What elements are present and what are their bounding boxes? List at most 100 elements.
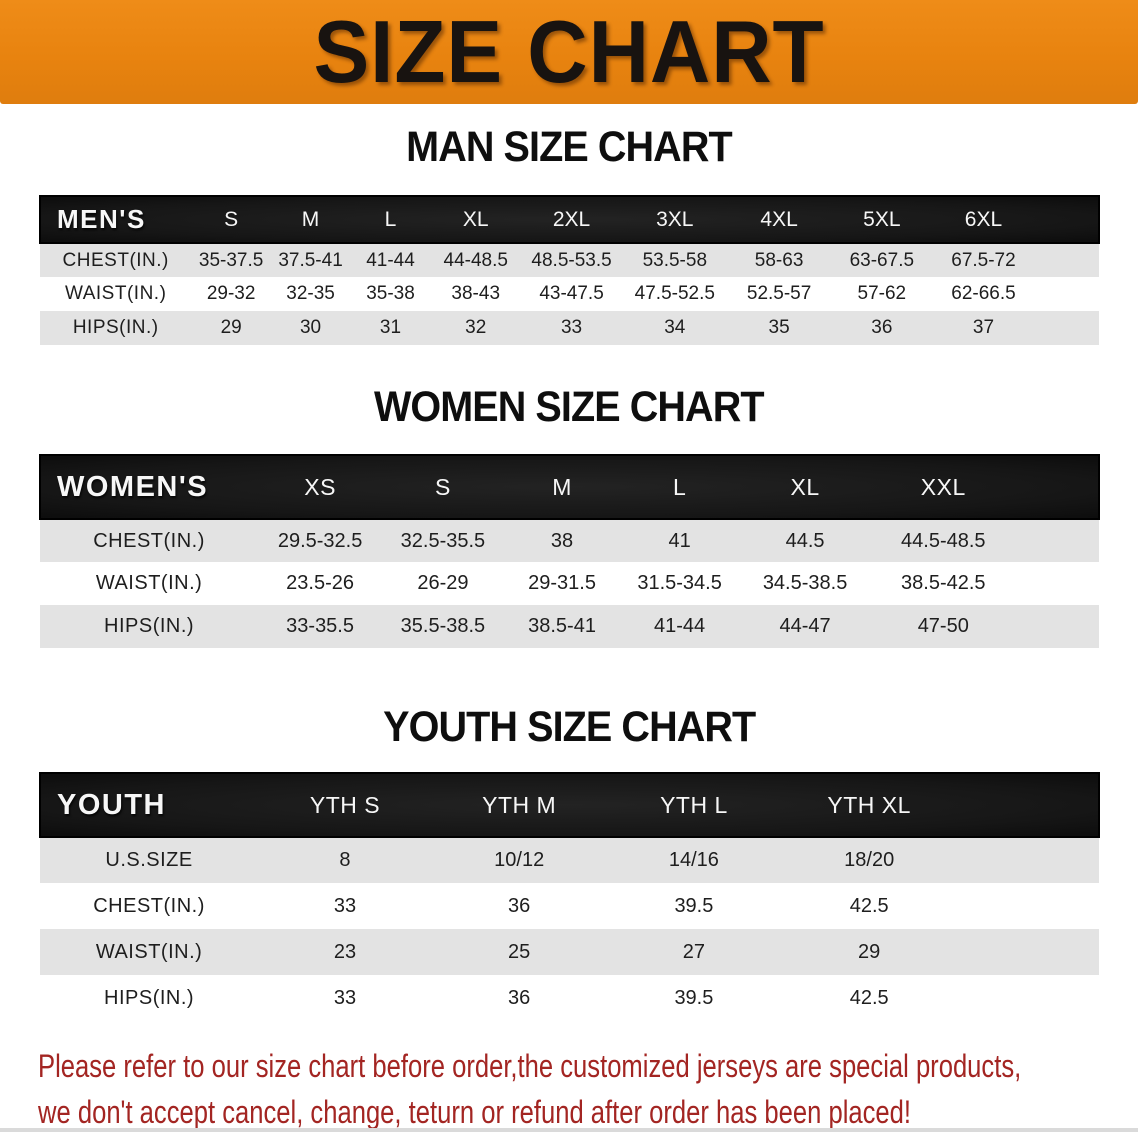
size-column-header: L bbox=[384, 207, 397, 231]
measure-row: CHEST(IN.) 35-37.5 37.5-41 41-44 44-48.5 48.5… bbox=[40, 243, 1099, 277]
women-size-table: WOMEN'S XS S M L XL XXL CHEST(IN.) 29.5-32.5 32.5… bbox=[39, 454, 1100, 648]
size-cell: 35 bbox=[768, 317, 790, 338]
size-column-header: 5XL bbox=[863, 207, 901, 231]
spacer-cell bbox=[1034, 196, 1099, 243]
size-column-header: 2XL bbox=[552, 207, 591, 231]
size-cell: 36 bbox=[871, 317, 893, 338]
size-column-header: S bbox=[435, 473, 451, 500]
disclaimer: Please refer to our size chart before or… bbox=[38, 1043, 1138, 1135]
size-cell: 41-44 bbox=[654, 615, 706, 637]
size-cell: 23 bbox=[333, 940, 357, 963]
men-size-table: MEN'S S M L XL 2XL 3XL 4XL 5XL 6XL CHEST(IN.) 35-37… bbox=[39, 195, 1100, 345]
measure-row: WAIST(IN.) 23 25 27 29 bbox=[40, 929, 1099, 975]
size-cell: 34 bbox=[664, 317, 686, 338]
size-cell: 32.5-35.5 bbox=[400, 529, 486, 552]
size-cell: 35-38 bbox=[366, 283, 415, 304]
size-column-header: XL bbox=[790, 473, 820, 500]
size-cell: 31.5-34.5 bbox=[637, 572, 722, 594]
women-size-chart-heading: WOMEN SIZE CHART bbox=[0, 384, 1138, 430]
banner-title: SIZE CHART bbox=[313, 2, 825, 101]
size-cell: 35.5-38.5 bbox=[400, 615, 486, 637]
row-label: U.S.SIZE bbox=[105, 849, 193, 871]
row-label: HIPS(IN.) bbox=[104, 615, 195, 637]
women-table-header-row: WOMEN'S XS S M L XL XXL bbox=[40, 455, 1099, 519]
size-cell: 48.5-53.5 bbox=[531, 249, 612, 271]
size-cell: 47-50 bbox=[917, 615, 969, 637]
size-cell: 25 bbox=[508, 940, 531, 963]
youth-table-header-row: YOUTH YTH S YTH M YTH L YTH XL bbox=[40, 773, 1099, 837]
size-column-header: S bbox=[224, 207, 239, 231]
size-cell: 62-66.5 bbox=[951, 283, 1016, 304]
measure-row: HIPS(IN.) 29 30 31 32 33 34 35 36 37 bbox=[40, 311, 1099, 345]
spacer-cell bbox=[1015, 562, 1099, 605]
measure-row: WAIST(IN.) 23.5-26 26-29 29-31.5 31.5-34.5 34… bbox=[40, 562, 1099, 605]
size-cell: 41-44 bbox=[366, 249, 415, 271]
measure-row: HIPS(IN.) 33 36 39.5 42.5 bbox=[40, 975, 1099, 1021]
measure-row: U.S.SIZE 8 10/12 14/16 18/20 bbox=[40, 837, 1099, 883]
row-label: WAIST(IN.) bbox=[65, 283, 167, 304]
man-size-chart-heading-text: MAN SIZE CHART bbox=[406, 123, 732, 171]
spacer-cell bbox=[1034, 277, 1099, 311]
spacer-cell bbox=[957, 837, 1099, 883]
size-cell: 52.5-57 bbox=[746, 283, 812, 304]
size-cell: 33 bbox=[333, 986, 357, 1009]
measure-row: WAIST(IN.) 29-32 32-35 35-38 38-43 43-47.5 47.… bbox=[40, 277, 1099, 311]
women-size-chart-heading-text: WOMEN SIZE CHART bbox=[374, 383, 765, 431]
row-label: HIPS(IN.) bbox=[72, 317, 159, 338]
size-cell: 38 bbox=[550, 529, 574, 552]
disclaimer-line-1: Please refer to our size chart before or… bbox=[38, 1048, 1022, 1084]
size-cell: 37.5-41 bbox=[278, 249, 343, 271]
size-column-header: XXL bbox=[920, 473, 966, 500]
size-column-header: YTH XL bbox=[827, 791, 911, 818]
size-cell: 18/20 bbox=[844, 849, 895, 871]
youth-size-chart-heading-text: YOUTH SIZE CHART bbox=[382, 703, 756, 751]
size-cell: 29 bbox=[220, 317, 242, 338]
spacer-cell bbox=[1015, 605, 1099, 648]
size-cell: 10/12 bbox=[494, 849, 545, 871]
size-cell: 33 bbox=[333, 894, 357, 917]
size-cell: 14/16 bbox=[668, 849, 719, 871]
banner: SIZE CHART bbox=[0, 0, 1138, 104]
size-column-header: M bbox=[552, 473, 572, 500]
size-cell: 44.5 bbox=[785, 529, 825, 552]
size-cell: 36 bbox=[508, 894, 531, 917]
size-cell: 29.5-32.5 bbox=[277, 529, 363, 552]
man-size-chart-heading: MAN SIZE CHART bbox=[0, 124, 1138, 170]
women-table-title: WOMEN'S bbox=[57, 470, 209, 503]
size-cell: 8 bbox=[339, 849, 351, 871]
size-cell: 43-47.5 bbox=[539, 283, 604, 304]
size-cell: 33-35.5 bbox=[286, 615, 354, 637]
spacer-cell bbox=[957, 929, 1099, 975]
size-cell: 58-63 bbox=[754, 249, 804, 271]
size-column-header: L bbox=[672, 473, 687, 500]
size-cell: 38.5-42.5 bbox=[901, 572, 986, 594]
size-cell: 38-43 bbox=[451, 283, 501, 304]
size-column-header: XS bbox=[304, 473, 336, 500]
spacer-cell bbox=[957, 975, 1099, 1021]
size-cell: 29-32 bbox=[206, 283, 256, 304]
spacer-cell bbox=[957, 773, 1099, 837]
row-label: WAIST(IN.) bbox=[95, 572, 203, 594]
size-cell: 27 bbox=[682, 940, 706, 963]
size-cell: 67.5-72 bbox=[951, 249, 1016, 271]
row-label: CHEST(IN.) bbox=[93, 894, 205, 917]
size-cell: 63-67.5 bbox=[849, 249, 915, 271]
spacer-cell bbox=[1015, 519, 1099, 562]
measure-row: CHEST(IN.) 29.5-32.5 32.5-35.5 38 41 44.5 44.5… bbox=[40, 519, 1099, 562]
size-cell: 33 bbox=[560, 317, 583, 338]
size-cell: 42.5 bbox=[849, 986, 889, 1009]
size-cell: 35-37.5 bbox=[198, 249, 264, 271]
size-cell: 39.5 bbox=[674, 986, 714, 1009]
spacer-cell bbox=[1034, 311, 1099, 345]
size-cell: 37 bbox=[972, 317, 995, 338]
size-cell: 39.5 bbox=[674, 894, 714, 917]
men-table-title: MEN'S bbox=[57, 204, 146, 234]
size-column-header: 6XL bbox=[964, 207, 1003, 231]
size-cell: 36 bbox=[508, 986, 531, 1009]
size-cell: 42.5 bbox=[849, 894, 889, 917]
row-label: HIPS(IN.) bbox=[104, 986, 195, 1009]
disclaimer-line-2: we don't accept cancel, change, teturn o… bbox=[38, 1094, 911, 1130]
size-cell: 29 bbox=[858, 940, 881, 963]
size-cell: 23.5-26 bbox=[286, 572, 354, 594]
size-cell: 38.5-41 bbox=[528, 615, 596, 637]
